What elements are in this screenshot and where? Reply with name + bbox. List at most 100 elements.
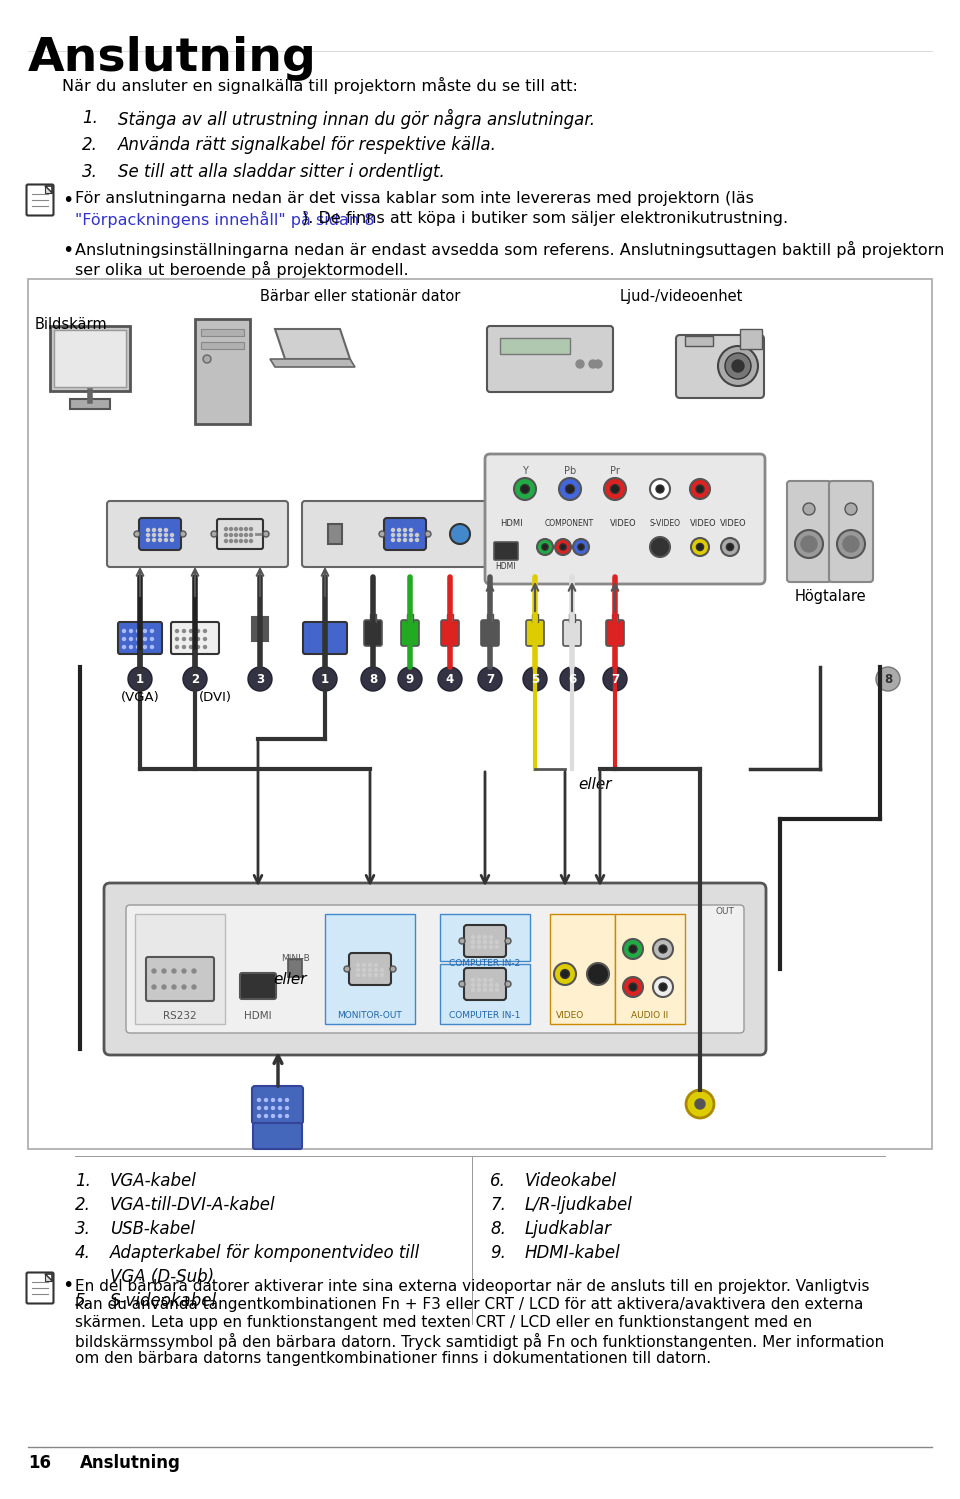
FancyBboxPatch shape (487, 325, 613, 393)
Text: VIDEO: VIDEO (610, 519, 636, 528)
FancyBboxPatch shape (441, 621, 459, 646)
Circle shape (164, 534, 167, 537)
Bar (500, 337, 570, 354)
Circle shape (313, 667, 337, 691)
Text: Ljudkablar: Ljudkablar (525, 1220, 612, 1238)
Circle shape (484, 979, 487, 982)
Circle shape (477, 988, 481, 991)
Bar (370, 615, 376, 622)
Bar (288, 959, 302, 977)
Circle shape (152, 968, 156, 973)
Circle shape (123, 630, 126, 633)
Circle shape (272, 1114, 275, 1117)
Text: Anslutning: Anslutning (28, 36, 317, 81)
Text: Y: Y (522, 466, 528, 477)
FancyBboxPatch shape (563, 621, 581, 646)
Circle shape (130, 646, 132, 649)
Circle shape (182, 985, 186, 989)
Polygon shape (45, 1274, 52, 1282)
Text: 3.: 3. (82, 163, 98, 181)
Circle shape (211, 531, 217, 537)
Text: VGA-kabel: VGA-kabel (110, 1172, 197, 1190)
Circle shape (189, 646, 193, 649)
Circle shape (257, 1114, 260, 1117)
Circle shape (495, 946, 498, 949)
Circle shape (152, 985, 156, 989)
Circle shape (450, 525, 470, 544)
Circle shape (490, 935, 492, 938)
Text: 5: 5 (531, 673, 540, 685)
Text: ser olika ut beroende på projektormodell.: ser olika ut beroende på projektormodell… (75, 261, 409, 277)
Circle shape (589, 360, 597, 367)
Circle shape (390, 965, 396, 971)
Circle shape (176, 646, 179, 649)
Circle shape (130, 637, 132, 640)
Circle shape (691, 538, 709, 556)
Text: Anslutningsinställningarna nedan är endast avsedda som referens. Anslutningsutta: Anslutningsinställningarna nedan är enda… (75, 241, 945, 258)
Circle shape (659, 983, 667, 991)
Circle shape (374, 973, 377, 976)
Text: Se till att alla sladdar sitter i ordentligt.: Se till att alla sladdar sitter i ordent… (118, 163, 444, 181)
Bar (487, 615, 493, 622)
Text: 3.: 3. (75, 1220, 91, 1238)
Circle shape (656, 486, 664, 493)
Bar (440, 964, 530, 1024)
Circle shape (239, 528, 243, 531)
Text: Bildskärm: Bildskärm (35, 316, 108, 331)
Text: 2: 2 (191, 673, 199, 685)
FancyBboxPatch shape (27, 1273, 54, 1304)
Text: skärmen. Leta upp en funktionstangent med texten CRT / LCD eller en funktionstan: skärmen. Leta upp en funktionstangent me… (75, 1315, 812, 1330)
Circle shape (471, 935, 474, 938)
Text: 1.: 1. (75, 1172, 91, 1190)
Text: S-videokabel: S-videokabel (110, 1292, 217, 1310)
Circle shape (696, 486, 704, 493)
Circle shape (537, 540, 553, 555)
Circle shape (410, 538, 413, 541)
Circle shape (369, 964, 372, 967)
Circle shape (369, 968, 372, 971)
Circle shape (629, 944, 637, 953)
Circle shape (721, 538, 739, 556)
Circle shape (727, 544, 733, 550)
Text: När du ansluter en signalkälla till projektorn måste du se till att:: När du ansluter en signalkälla till proj… (62, 76, 578, 94)
Text: 16: 16 (28, 1454, 51, 1472)
Circle shape (604, 478, 626, 501)
Circle shape (183, 667, 207, 691)
Circle shape (164, 529, 167, 532)
Circle shape (392, 538, 395, 541)
Circle shape (136, 646, 139, 649)
Circle shape (495, 988, 498, 991)
Circle shape (653, 938, 673, 959)
Circle shape (151, 630, 154, 633)
Circle shape (559, 478, 581, 501)
Text: HDMI: HDMI (495, 562, 516, 571)
Circle shape (478, 667, 502, 691)
Bar (325, 914, 415, 1024)
Circle shape (182, 968, 186, 973)
Circle shape (229, 528, 232, 531)
Text: 4: 4 (445, 673, 454, 685)
Circle shape (594, 360, 602, 367)
Circle shape (153, 529, 156, 532)
Circle shape (356, 964, 359, 967)
Circle shape (397, 538, 400, 541)
FancyBboxPatch shape (464, 968, 506, 1000)
Circle shape (245, 528, 248, 531)
Text: •: • (62, 190, 73, 210)
Polygon shape (45, 186, 52, 193)
Circle shape (203, 355, 211, 363)
Circle shape (477, 983, 481, 986)
Circle shape (484, 940, 487, 943)
Circle shape (659, 944, 667, 953)
Circle shape (490, 940, 492, 943)
FancyBboxPatch shape (107, 501, 288, 567)
Circle shape (555, 540, 571, 555)
Circle shape (171, 538, 174, 541)
Circle shape (344, 965, 350, 971)
Circle shape (505, 980, 511, 986)
Circle shape (239, 534, 243, 537)
Text: Pb: Pb (564, 466, 576, 477)
Circle shape (278, 1099, 281, 1102)
Circle shape (285, 1099, 289, 1102)
Circle shape (695, 1099, 705, 1109)
